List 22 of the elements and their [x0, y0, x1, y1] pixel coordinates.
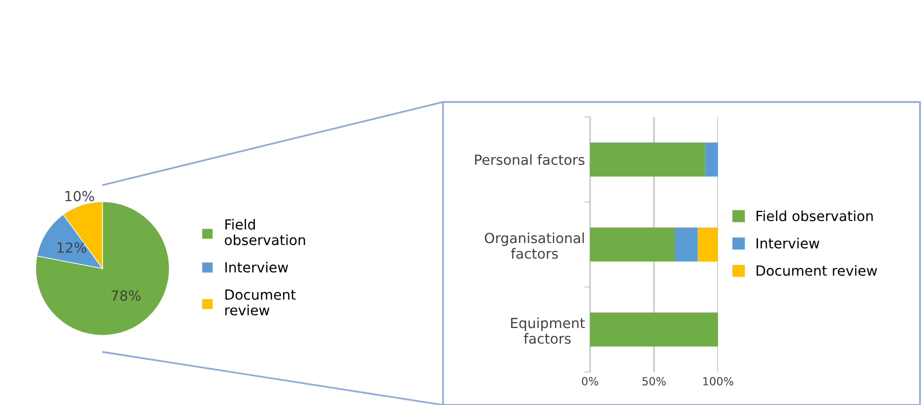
data-label: 12%	[58, 242, 86, 253]
data-label: 78%	[112, 290, 141, 301]
y-tick-label: Equipment factors	[511, 318, 585, 344]
bar	[590, 228, 674, 262]
y-tick-label: Personal factors	[475, 154, 584, 165]
legend-label: Document review	[756, 265, 877, 276]
data-label: 10%	[65, 190, 94, 202]
y-tick-label: Organisational factors	[484, 232, 584, 259]
pie-slice	[35, 201, 170, 336]
x-tick-label: 0%	[582, 377, 598, 386]
bar	[705, 142, 718, 176]
x-tick-label: 50%	[642, 377, 666, 386]
legend-label: Interview	[756, 238, 820, 249]
bar	[590, 142, 706, 176]
legend-label: Field observation	[756, 210, 873, 222]
bar	[590, 312, 718, 346]
legend-label: Document review	[225, 290, 296, 316]
x-tick-label: 100%	[703, 377, 734, 386]
legend-label: Field observation	[224, 218, 306, 246]
legend-label: Interview	[225, 262, 288, 273]
bar	[698, 228, 718, 262]
bar	[674, 228, 698, 262]
